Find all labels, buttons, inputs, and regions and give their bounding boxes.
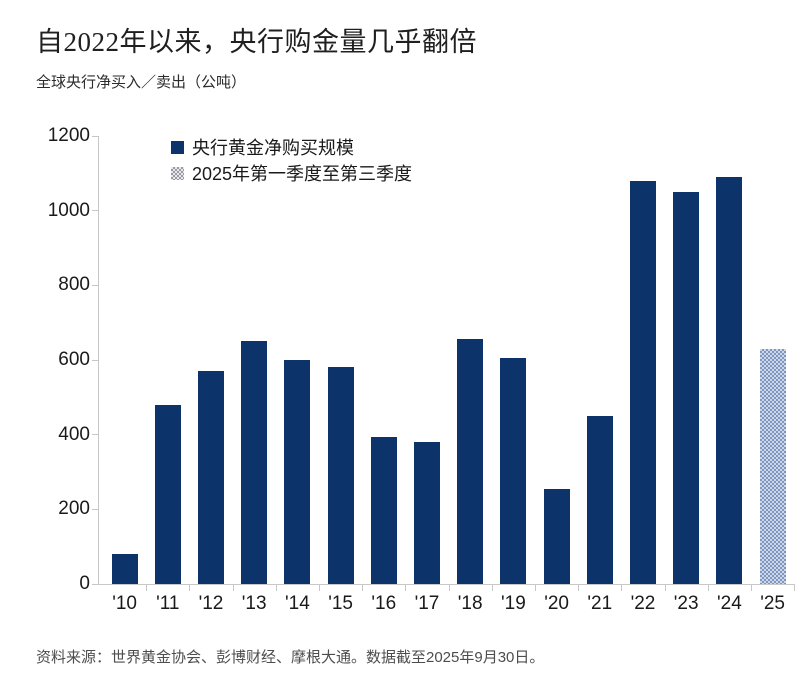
x-axis-label: '14 xyxy=(285,593,310,614)
bar-24 xyxy=(716,177,743,584)
bar-15 xyxy=(327,367,354,584)
x-axis-tick xyxy=(707,585,709,591)
bar-10 xyxy=(111,554,138,584)
bar-21 xyxy=(586,416,613,584)
legend-swatch-solid-icon xyxy=(171,140,184,154)
x-axis-tick xyxy=(491,585,493,591)
x-axis-label: '15 xyxy=(328,593,353,614)
y-axis-tick xyxy=(92,210,98,212)
x-axis-tick xyxy=(535,585,536,591)
bar-16 xyxy=(370,436,397,584)
x-axis-label: '16 xyxy=(371,593,397,614)
x-axis-tick xyxy=(189,585,191,591)
x-axis-line xyxy=(98,584,795,585)
x-axis-tick xyxy=(794,585,795,591)
y-axis-tick xyxy=(92,135,98,137)
chart-title: 自2022年以来，央行购金量几乎翻倍 xyxy=(36,27,477,57)
x-axis-label: '13 xyxy=(241,593,267,614)
x-axis-label: '17 xyxy=(414,593,440,614)
x-axis-tick xyxy=(232,585,234,591)
x-axis-label: '19 xyxy=(501,593,526,614)
y-axis-tick xyxy=(92,583,98,585)
x-axis-label: '10 xyxy=(112,593,137,614)
bar-12 xyxy=(198,371,224,584)
bar-18 xyxy=(457,339,484,584)
y-axis-label: 1200 xyxy=(47,125,90,146)
x-axis-tick xyxy=(275,585,277,591)
source-note: 资料来源：世界黄金协会、彭博财经、摩根大通。数据截至2025年9月30日。 xyxy=(36,649,545,666)
bar-19 xyxy=(500,358,527,584)
bar-20 xyxy=(543,488,570,584)
y-axis-label: 1000 xyxy=(47,199,90,221)
legend-label-2025-q1-q3: 2025年第一季度至第三季度 xyxy=(192,164,413,184)
chart-legend: 央行黄金净购买规模 2025年第一季度至第三季度 xyxy=(171,134,412,186)
legend-item-net-purchases: 央行黄金净购买规模 xyxy=(171,134,412,160)
x-axis-tick xyxy=(448,585,450,591)
x-axis-tick xyxy=(621,585,623,591)
bar-22 xyxy=(630,180,656,584)
bar-11 xyxy=(154,404,181,584)
chart-subtitle: 全球央行净买入／卖出（公吨） xyxy=(36,74,247,91)
y-axis-tick xyxy=(92,359,98,361)
x-axis-tick xyxy=(405,585,407,591)
x-axis-label: '21 xyxy=(587,593,613,614)
bar-13 xyxy=(241,341,268,584)
legend-swatch-checker-icon xyxy=(171,166,184,180)
y-axis-label: 800 xyxy=(58,274,90,296)
y-axis-label: 400 xyxy=(58,423,90,445)
x-axis-tick xyxy=(751,585,752,591)
bar-23 xyxy=(673,192,700,584)
x-axis-label: '25 xyxy=(760,593,785,614)
y-axis-tick xyxy=(92,508,98,510)
x-axis-tick xyxy=(664,585,666,591)
y-axis-tick xyxy=(92,434,98,436)
x-axis-tick xyxy=(362,585,364,591)
y-axis-line xyxy=(98,136,99,585)
x-axis-tick xyxy=(146,585,148,591)
y-axis-label: 600 xyxy=(58,349,90,370)
y-axis-label: 0 xyxy=(79,573,90,594)
bar-2025-partial xyxy=(759,348,786,584)
y-axis-label: 200 xyxy=(58,498,90,520)
x-axis-tick xyxy=(578,585,580,591)
bar-17 xyxy=(414,442,440,584)
x-axis-label: '11 xyxy=(156,593,180,614)
bar-14 xyxy=(284,360,311,584)
x-axis-label: '12 xyxy=(198,593,224,614)
x-axis-label: '18 xyxy=(457,593,483,614)
y-axis-tick xyxy=(92,284,98,286)
legend-label-net-purchases: 央行黄金净购买规模 xyxy=(192,138,354,158)
x-axis-label: '22 xyxy=(630,593,656,614)
x-axis-label: '23 xyxy=(673,593,699,614)
x-axis-label: '24 xyxy=(717,593,742,614)
x-axis-label: '20 xyxy=(544,593,569,614)
legend-item-2025-q1-q3: 2025年第一季度至第三季度 xyxy=(171,160,412,186)
x-axis-tick xyxy=(319,585,320,591)
